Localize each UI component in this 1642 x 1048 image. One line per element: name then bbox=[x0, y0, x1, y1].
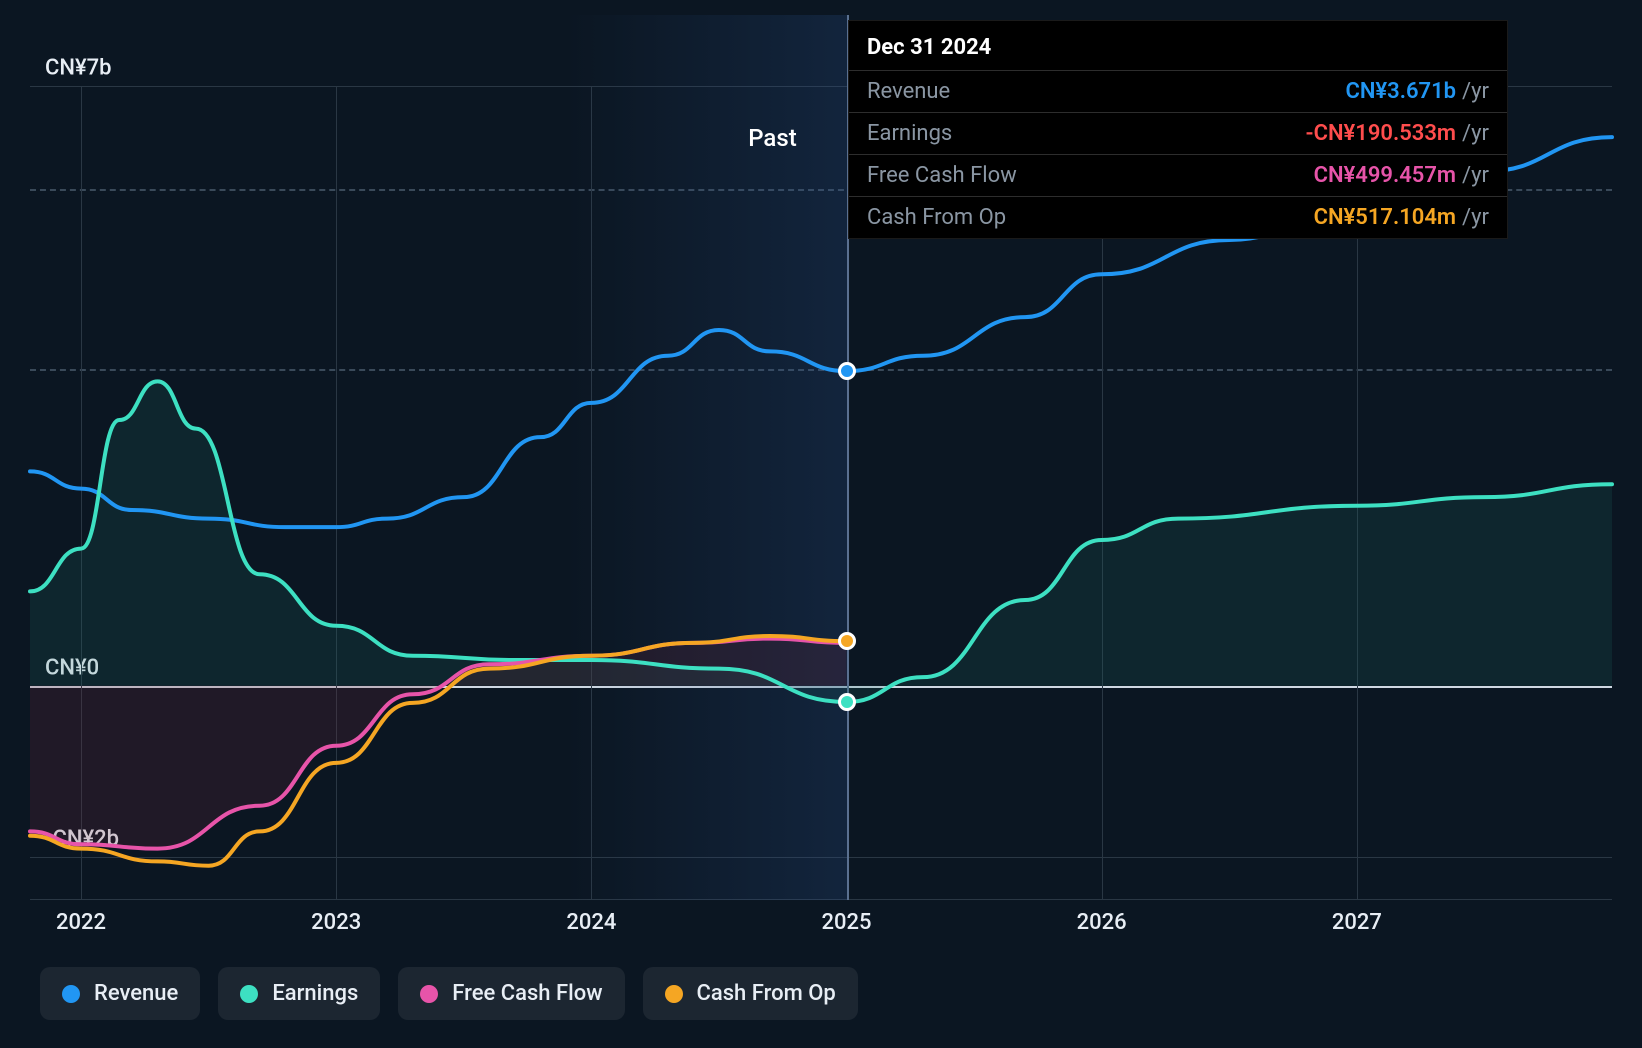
legend-item-label: Cash From Op bbox=[697, 981, 836, 1006]
tooltip-row-suffix: /yr bbox=[1462, 79, 1489, 104]
tooltip-row-suffix: /yr bbox=[1462, 205, 1489, 230]
tooltip-row: Earnings -CN¥190.533m/yr bbox=[849, 113, 1507, 155]
x-axis-label: 2026 bbox=[1077, 910, 1127, 935]
tooltip-row: Free Cash Flow CN¥499.457m/yr bbox=[849, 155, 1507, 197]
tooltip: Dec 31 2024 Revenue CN¥3.671b/yr Earnings -C… bbox=[848, 20, 1508, 239]
legend-item-label: Revenue bbox=[94, 981, 178, 1006]
tooltip-row-value: -CN¥190.533m bbox=[1306, 121, 1457, 146]
tooltip-row-value-wrap: CN¥3.671b/yr bbox=[1345, 79, 1489, 104]
tooltip-row-value: CN¥3.671b bbox=[1345, 79, 1456, 104]
legend-dot-icon bbox=[665, 985, 683, 1003]
legend-item-revenue[interactable]: Revenue bbox=[40, 967, 200, 1020]
tooltip-row-value-wrap: CN¥499.457m/yr bbox=[1314, 163, 1489, 188]
legend-item-label: Free Cash Flow bbox=[452, 981, 602, 1006]
legend-item-earnings[interactable]: Earnings bbox=[218, 967, 380, 1020]
tooltip-row-value: CN¥499.457m bbox=[1314, 163, 1456, 188]
tooltip-row-suffix: /yr bbox=[1462, 121, 1489, 146]
x-axis-label: 2027 bbox=[1332, 910, 1382, 935]
x-axis-label: 2023 bbox=[311, 910, 361, 935]
tooltip-row: Cash From Op CN¥517.104m/yr bbox=[849, 197, 1507, 238]
tooltip-row-value-wrap: -CN¥190.533m/yr bbox=[1306, 121, 1489, 146]
tooltip-row-label: Earnings bbox=[867, 121, 952, 146]
series-marker-revenue bbox=[838, 362, 856, 380]
tooltip-row-suffix: /yr bbox=[1462, 163, 1489, 188]
tooltip-row-value: CN¥517.104m bbox=[1314, 205, 1456, 230]
tooltip-row-label: Free Cash Flow bbox=[867, 163, 1017, 188]
legend-item-cfo[interactable]: Cash From Op bbox=[643, 967, 858, 1020]
tooltip-row: Revenue CN¥3.671b/yr bbox=[849, 71, 1507, 113]
tooltip-row-value-wrap: CN¥517.104m/yr bbox=[1314, 205, 1489, 230]
legend-item-fcf[interactable]: Free Cash Flow bbox=[398, 967, 624, 1020]
series-marker-earnings bbox=[838, 693, 856, 711]
legend-dot-icon bbox=[240, 985, 258, 1003]
x-axis-label: 2025 bbox=[822, 910, 872, 935]
tooltip-title: Dec 31 2024 bbox=[849, 21, 1507, 71]
legend-item-label: Earnings bbox=[272, 981, 358, 1006]
legend-dot-icon bbox=[62, 985, 80, 1003]
x-axis-label: 2022 bbox=[56, 910, 106, 935]
x-axis-label: 2024 bbox=[566, 910, 616, 935]
tooltip-row-label: Cash From Op bbox=[867, 205, 1006, 230]
tooltip-row-label: Revenue bbox=[867, 79, 950, 104]
legend: Revenue Earnings Free Cash Flow Cash From O… bbox=[40, 967, 858, 1020]
series-marker-cfo bbox=[838, 632, 856, 650]
legend-dot-icon bbox=[420, 985, 438, 1003]
